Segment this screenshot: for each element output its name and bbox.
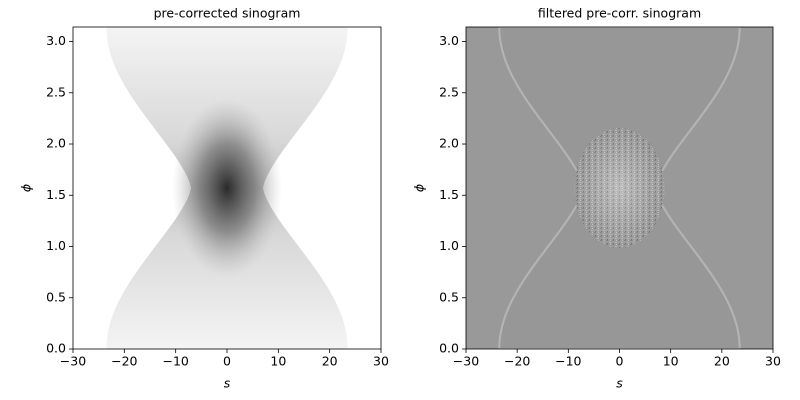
x-axis-label: s — [224, 376, 231, 391]
y-tick-label: 1.5 — [439, 187, 459, 202]
x-tick-label: 20 — [714, 354, 730, 369]
image — [466, 27, 773, 349]
sinogram-core — [172, 98, 282, 278]
chart-title: filtered pre-corr. sinogram — [538, 6, 701, 21]
x-tick-label: 0 — [223, 354, 231, 369]
chart-title: pre-corrected sinogram — [154, 6, 301, 21]
y-tick-label: 1.0 — [439, 238, 459, 253]
y-tick-label: 0.0 — [439, 341, 459, 356]
image — [73, 27, 381, 349]
y-tick-label: 2.5 — [46, 84, 66, 99]
y-tick-label: 2.0 — [439, 136, 459, 151]
x-tick-label: 20 — [322, 354, 338, 369]
x-tick-label: −10 — [555, 354, 581, 369]
y-tick-label: 0.5 — [439, 289, 459, 304]
x-tick-label: 30 — [373, 354, 389, 369]
y-tick-label: 3.0 — [46, 33, 66, 48]
y-tick-label: 0.5 — [46, 289, 66, 304]
x-tick-label: −10 — [162, 354, 188, 369]
x-tick-label: 0 — [616, 354, 624, 369]
sinogram-core-glow — [574, 128, 665, 248]
y-tick-label: 2.0 — [46, 136, 66, 151]
y-tick-label: 3.0 — [439, 33, 459, 48]
x-tick-label: −20 — [504, 354, 530, 369]
x-tick-label: −30 — [453, 354, 479, 369]
y-tick-label: 1.0 — [46, 238, 66, 253]
y-tick-label: 2.5 — [439, 84, 459, 99]
x-tick-label: 30 — [765, 354, 781, 369]
x-tick-label: 10 — [270, 354, 286, 369]
x-tick-label: −20 — [111, 354, 137, 369]
x-tick-label: −30 — [60, 354, 86, 369]
y-tick-label: 0.0 — [46, 341, 66, 356]
y-axis-label: ϕ — [19, 184, 34, 192]
y-tick-label: 1.5 — [46, 187, 66, 202]
x-tick-label: 10 — [663, 354, 679, 369]
x-axis-label: s — [616, 376, 623, 391]
y-axis-label: ϕ — [412, 184, 427, 192]
